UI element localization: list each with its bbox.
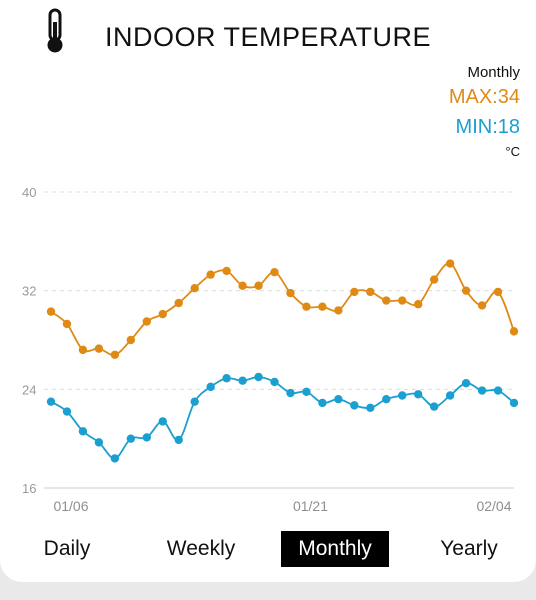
x-tick-label: 01/06 xyxy=(53,498,88,514)
min-data-point xyxy=(350,401,359,410)
min-data-point xyxy=(477,386,487,395)
min-data-point xyxy=(414,390,423,399)
min-data-point xyxy=(222,374,231,383)
min-data-point xyxy=(46,397,56,406)
min-data-point xyxy=(110,454,120,463)
max-data-point xyxy=(142,317,151,326)
min-data-point xyxy=(78,427,88,436)
max-data-point xyxy=(238,281,247,290)
max-data-point xyxy=(254,281,263,290)
max-data-point xyxy=(126,335,136,345)
x-tick-label: 02/04 xyxy=(476,498,511,514)
thermometer-icon xyxy=(47,8,63,53)
max-data-point xyxy=(382,296,391,305)
min-data-point xyxy=(238,376,247,385)
max-data-point xyxy=(366,287,375,297)
min-data-point xyxy=(62,407,72,416)
y-tick-label: 40 xyxy=(22,185,36,200)
max-data-point xyxy=(46,307,56,316)
min-data-point xyxy=(445,391,455,400)
max-data-point xyxy=(286,288,295,298)
y-tick-label: 16 xyxy=(22,481,36,496)
max-data-point xyxy=(222,266,231,276)
max-data-point xyxy=(302,302,311,311)
max-data-point xyxy=(461,286,471,295)
period-tabs: Daily Weekly Monthly Yearly xyxy=(0,531,536,567)
min-data-point xyxy=(158,417,167,426)
legend-max: MAX:34 xyxy=(448,86,520,108)
min-data-point xyxy=(382,395,391,404)
min-data-point xyxy=(126,434,136,443)
max-data-point xyxy=(445,259,455,268)
min-data-point xyxy=(174,435,183,445)
max-data-point xyxy=(334,306,343,315)
min-data-point xyxy=(142,433,151,442)
max-data-point xyxy=(350,287,359,297)
min-data-point xyxy=(190,397,199,406)
legend-period: Monthly xyxy=(467,64,520,81)
min-data-point xyxy=(493,386,503,395)
max-data-point xyxy=(414,300,423,309)
max-data-point xyxy=(398,296,407,305)
x-tick-label: 01/21 xyxy=(293,498,328,514)
max-data-point xyxy=(190,284,199,293)
max-data-point xyxy=(318,302,327,311)
max-data-point xyxy=(158,309,167,319)
max-data-point xyxy=(174,298,183,308)
max-data-point xyxy=(270,267,279,277)
max-data-point xyxy=(509,327,519,336)
max-data-point xyxy=(94,344,104,353)
tab-daily[interactable]: Daily xyxy=(43,537,91,560)
max-series-line xyxy=(50,262,515,356)
max-data-point xyxy=(493,287,503,297)
min-data-point xyxy=(206,382,215,392)
temperature-card: INDOOR TEMPERATURE Monthly MAX:34 MIN:18… xyxy=(0,0,536,582)
max-data-point xyxy=(429,275,439,284)
min-data-point xyxy=(398,391,407,400)
max-data-point xyxy=(62,319,72,329)
min-data-point xyxy=(429,402,439,411)
y-tick-label: 24 xyxy=(22,382,36,397)
min-data-point xyxy=(461,378,471,388)
min-data-point xyxy=(94,438,104,447)
max-data-point xyxy=(110,350,120,359)
max-data-point xyxy=(206,270,215,279)
min-data-point xyxy=(254,372,263,382)
temperature-chart: 40 32 24 16 01/06 01/21 02/04 xyxy=(22,185,519,514)
y-tick-label: 32 xyxy=(22,284,36,299)
min-data-point xyxy=(270,377,279,387)
min-data-point xyxy=(318,398,327,408)
legend-min: MIN:18 xyxy=(455,116,520,138)
max-data-point xyxy=(78,345,88,355)
min-data-point xyxy=(334,395,343,404)
tab-weekly[interactable]: Weekly xyxy=(166,537,236,560)
tab-monthly[interactable]: Monthly xyxy=(281,531,389,567)
page-title: INDOOR TEMPERATURE xyxy=(104,22,432,52)
max-data-point xyxy=(477,301,487,310)
tab-yearly[interactable]: Yearly xyxy=(440,537,498,560)
min-data-point xyxy=(286,388,295,398)
min-data-point xyxy=(302,387,311,396)
min-data-point xyxy=(366,403,375,413)
legend-unit: °C xyxy=(505,144,520,159)
min-data-point xyxy=(509,398,519,408)
